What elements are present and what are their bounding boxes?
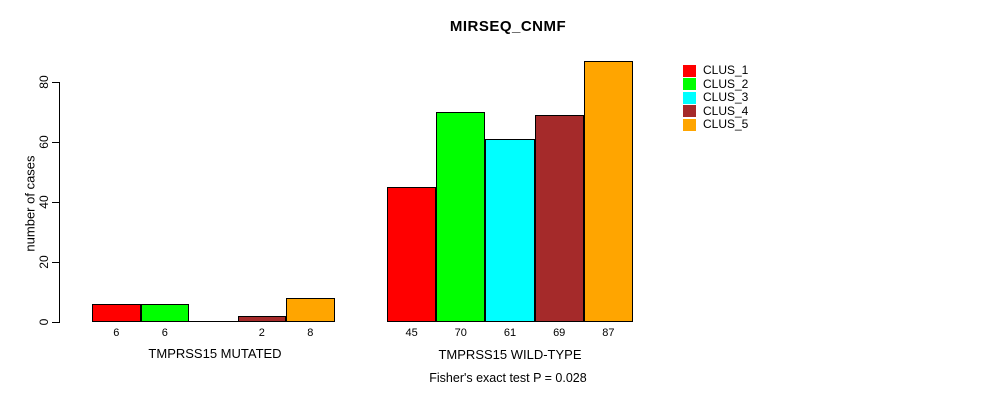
bar-clus_4 (534, 115, 584, 322)
bar-clus_3 (189, 321, 238, 322)
legend-item: CLUS_5 (683, 118, 748, 132)
group-label-mutated: TMPRSS15 MUTATED (148, 346, 282, 361)
y-axis-tick-label: 40 (37, 195, 51, 209)
legend-label: CLUS_4 (703, 103, 749, 118)
bar-clus_2 (140, 304, 189, 322)
legend-label: CLUS_2 (703, 76, 749, 91)
bar-count-label: 87 (602, 327, 615, 339)
legend-label: CLUS_1 (703, 63, 749, 78)
bar-clus_1 (387, 187, 437, 322)
bar-clus_1 (92, 304, 141, 322)
bar-count-label: 6 (113, 327, 120, 339)
y-axis-tick (52, 142, 59, 143)
y-axis-tick-label: 60 (37, 135, 51, 149)
legend-swatch-clus_1 (683, 64, 696, 77)
bar-count-label: 69 (553, 327, 566, 339)
bar-count-label: 6 (161, 327, 168, 339)
y-axis-title: number of cases (22, 155, 38, 252)
legend-swatch-clus_5 (683, 118, 696, 131)
y-axis-tick-label: 80 (37, 75, 51, 89)
legend-swatch-clus_3 (683, 91, 696, 104)
bar-clus_2 (436, 112, 486, 322)
legend-swatch-clus_2 (683, 78, 696, 91)
y-axis-tick (52, 202, 59, 203)
legend: CLUS_1 CLUS_2 CLUS_3 CLUS_4 CLUS_5 (683, 64, 748, 132)
bar-clus_4 (237, 316, 286, 322)
bar-clus_5 (286, 298, 335, 322)
y-axis-tick (52, 82, 59, 83)
y-axis-tick (52, 322, 59, 323)
y-axis-tick-label: 20 (37, 255, 51, 269)
legend-item: CLUS_2 (683, 76, 749, 92)
bar-clus_3 (485, 139, 535, 322)
bar-count-label: 8 (307, 327, 314, 339)
legend-item: CLUS_4 (683, 103, 749, 119)
bar-count-label: 45 (405, 327, 418, 339)
bar-count-label: 61 (503, 327, 517, 339)
legend-item: CLUS_1 (683, 64, 748, 78)
group-label-wild-type: TMPRSS15 WILD-TYPE (438, 347, 582, 362)
legend-item: CLUS_3 (683, 91, 748, 105)
y-axis-line (59, 82, 60, 323)
fisher-test-caption: Fisher's exact test P = 0.028 (429, 371, 587, 385)
bar-count-label: 70 (454, 327, 467, 339)
y-axis-tick (52, 262, 59, 263)
legend-swatch-clus_4 (683, 105, 696, 118)
legend-label: CLUS_5 (703, 117, 749, 132)
bar-count-label: 2 (258, 327, 265, 339)
bar-clus_5 (583, 61, 633, 322)
chart-title: MIRSEQ_CNMF (449, 18, 567, 35)
legend-label: CLUS_3 (703, 90, 749, 105)
y-axis-tick-label: 0 (37, 318, 51, 326)
